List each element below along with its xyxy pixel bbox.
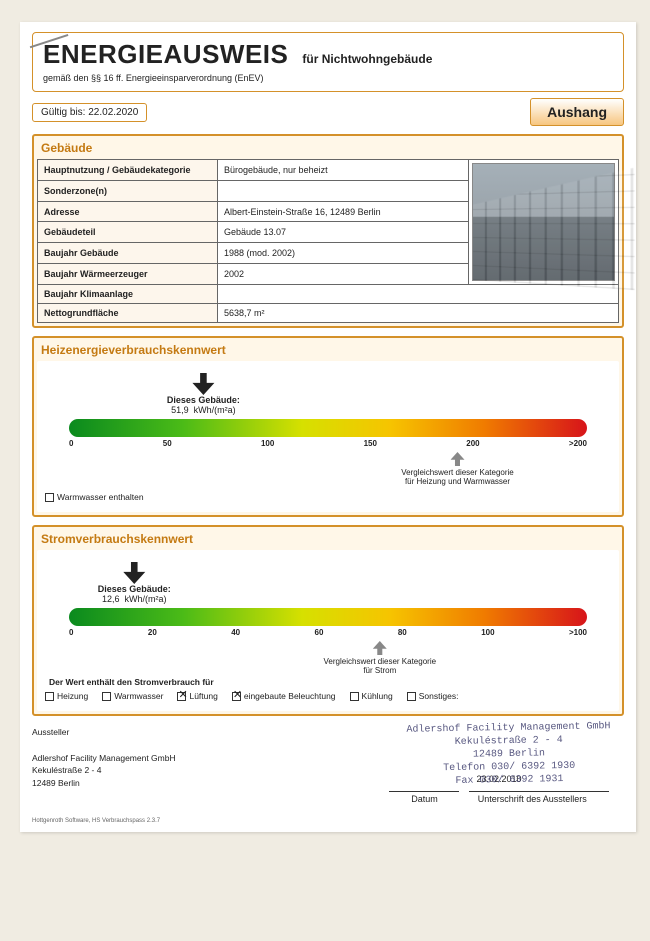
footer: Aussteller Adlershof Facility Management… [32,726,624,804]
valid-date: 22.02.2020 [88,107,138,118]
table-row: Baujahr Klimaanlage [38,285,619,304]
warmwasser-checkbox: Warmwasser enthalten [45,492,144,502]
heiz-gradient-bar [69,419,587,437]
checkbox-icon [350,692,359,701]
arrow-down-icon [192,373,214,395]
building-photo [472,163,615,281]
strom-gradient-bar [69,608,587,626]
strom-checkbox: eingebaute Beleuchtung [232,691,336,701]
heiz-chart: Dieses Gebäude: 51,9 kWh/(m²a) 050100150… [37,361,619,512]
strom-chart: Dieses Gebäude: 12,6 kWh/(m²a) 020406080… [37,550,619,711]
arrow-up-icon [373,641,387,655]
strom-scale: Dieses Gebäude: 12,6 kWh/(m²a) 020406080… [69,608,587,637]
regulation-line: gemäß den §§ 16 ff. Energieeinsparverord… [43,73,613,83]
strom-checkbox: Heizung [45,691,88,701]
row-value: Bürogebäude, nur beheizt [218,160,469,181]
heiz-section: Heizenergieverbrauchskennwert Dieses Geb… [32,336,624,517]
strom-compare-arrow: Vergleichswert dieser Kategorie für Stro… [324,641,437,675]
strom-section: Stromverbrauchskennwert Dieses Gebäude: … [32,525,624,716]
valid-label: Gültig bis: [41,107,85,118]
valid-until-box: Gültig bis: 22.02.2020 [32,103,147,122]
strom-checkbox: Lüftung [177,691,217,701]
strom-checkbox: Warmwasser [102,691,163,701]
strom-checkbox: Kühlung [350,691,393,701]
strom-checkbox: Sonstiges: [407,691,459,701]
header-band: ENERGIEAUSWEIS für Nichtwohngebäude gemä… [32,32,624,92]
aushang-badge: Aushang [530,98,624,126]
checkbox-icon [45,692,54,701]
strom-ticks: 020406080100>100 [69,628,587,637]
strom-value-arrow: Dieses Gebäude: 12,6 kWh/(m²a) [98,562,171,604]
gebaeude-table: Hauptnutzung / Gebäudekategorie Bürogebä… [37,159,619,323]
checkbox-icon [102,692,111,701]
gebaeude-section: Gebäude Hauptnutzung / Gebäudekategorie … [32,134,624,328]
heiz-checkbox-row: Warmwasser enthalten [45,492,611,502]
table-row: Nettogrundfläche5638,7 m² [38,304,619,323]
heiz-title: Heizenergieverbrauchskennwert [37,341,619,361]
checkbox-icon [177,692,186,701]
strom-checkbox-row: Heizung Warmwasser Lüftung eingebaute Beleu… [45,691,611,701]
document-page: ENERGIEAUSWEIS für Nichtwohngebäude gemä… [20,22,636,832]
strom-title: Stromverbrauchskennwert [37,530,619,550]
company-stamp: Adlershof Facility Management GmbH Kekul… [393,720,624,789]
row-label: Hauptnutzung / Gebäudekategorie [38,160,218,181]
building-photo-cell [469,160,619,285]
gebaeude-title: Gebäude [37,139,619,159]
heiz-compare-arrow: Vergleichswert dieser Kategorie für Heiz… [401,452,514,486]
doc-title: ENERGIEAUSWEIS [43,39,288,70]
software-footnote: Hottgenroth Software, HS Verbrauchspass … [32,818,624,824]
arrow-up-icon [450,452,464,466]
heiz-value-arrow: Dieses Gebäude: 51,9 kWh/(m²a) [167,373,240,415]
table-row: Hauptnutzung / Gebäudekategorie Bürogebä… [38,160,619,181]
signature-block: Adlershof Facility Management GmbH Kekul… [374,726,624,804]
checkbox-icon [45,493,54,502]
issuer-block: Aussteller Adlershof Facility Management… [32,726,176,804]
heiz-ticks: 050100150200>200 [69,439,587,448]
checkbox-icon [407,692,416,701]
doc-subtitle: für Nichtwohngebäude [302,52,432,66]
strom-note: Der Wert enthält den Stromverbrauch für [49,677,611,687]
arrow-down-icon [123,562,145,584]
checkbox-icon [232,692,241,701]
heiz-scale: Dieses Gebäude: 51,9 kWh/(m²a) 050100150… [69,419,587,448]
